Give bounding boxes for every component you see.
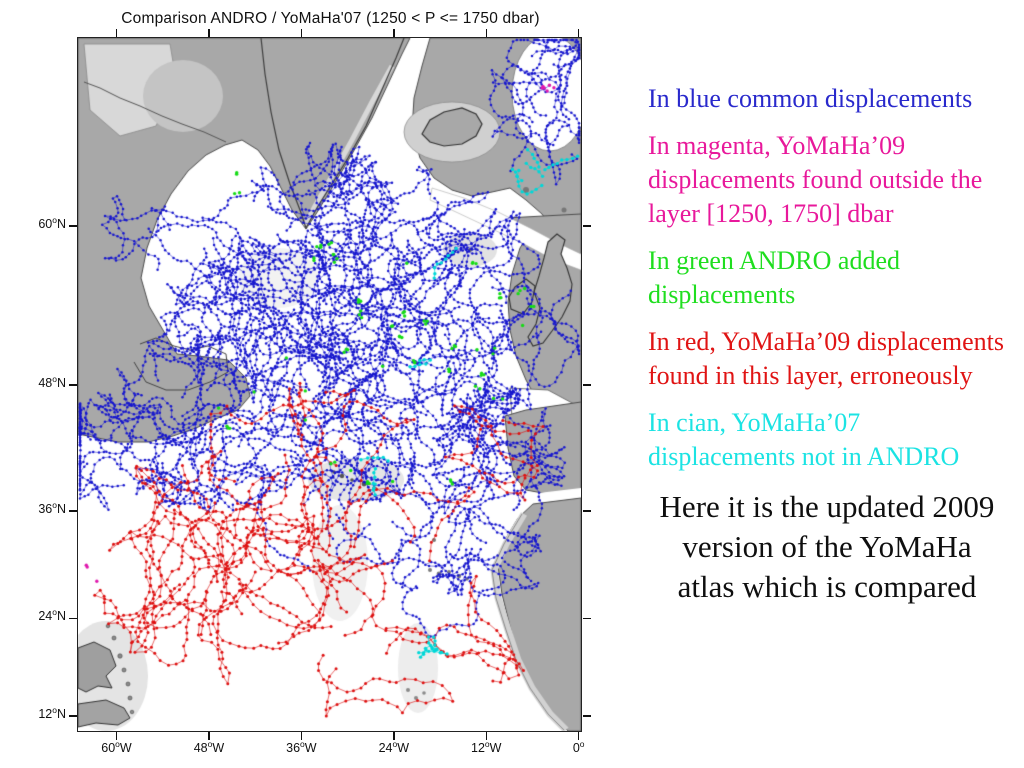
lon-tick-mark xyxy=(300,732,303,740)
lon-tick-mark xyxy=(393,732,395,740)
lat-tick-mark xyxy=(69,617,77,620)
lat-tick-mark xyxy=(583,384,591,386)
x-axis-tick-label: 60oW xyxy=(101,738,132,755)
figure-title: Comparison ANDRO / YoMaHa'07 (1250 < P <… xyxy=(121,10,540,27)
annotation-summary: Here it is the updated 2009 version of t… xyxy=(659,489,995,604)
lon-tick-mark xyxy=(115,732,118,740)
lon-tick-mark xyxy=(208,732,210,740)
lat-tick-mark xyxy=(69,510,77,512)
lat-tick-mark xyxy=(69,225,77,227)
lat-tick-mark xyxy=(583,617,591,620)
lon-tick-mark xyxy=(208,29,210,37)
lon-tick-mark xyxy=(115,29,118,37)
lat-tick-mark xyxy=(69,715,77,717)
x-axis-tick-label: 36oW xyxy=(286,738,317,755)
annotation-green: In green ANDRO added displacements xyxy=(648,246,900,309)
lon-tick-mark xyxy=(393,29,395,37)
x-axis-tick-label: 24oW xyxy=(378,738,410,755)
lon-tick-mark xyxy=(300,29,303,37)
annotation-cyan: In cian, YoMaHa’07 displacements not in … xyxy=(648,408,960,471)
annotation-blue: In blue common displacements xyxy=(648,84,973,113)
y-axis-tick-label: 60oN xyxy=(38,214,66,231)
lat-tick-mark xyxy=(583,225,591,227)
y-axis-tick-label: 48oN xyxy=(38,374,66,391)
lat-tick-mark xyxy=(69,384,77,386)
lat-tick-mark xyxy=(583,715,591,717)
x-axis-tick-label: 12oW xyxy=(471,738,502,755)
legend-notes: In blue common displacements In magenta,… xyxy=(648,82,1006,607)
lat-tick-mark xyxy=(583,510,591,512)
annotation-red: In red, YoMaHa’09 displacements found in… xyxy=(648,327,1004,390)
annotation-magenta: In magenta, YoMaHa’09 displacements foun… xyxy=(648,131,983,228)
lon-tick-mark xyxy=(577,29,580,37)
map-figure xyxy=(77,37,582,732)
north-atlantic-map-canvas xyxy=(78,38,581,731)
x-axis-tick-label: 0o xyxy=(572,738,585,755)
x-axis-tick-label: 48oW xyxy=(193,738,225,755)
y-axis-tick-label: 36oN xyxy=(38,499,66,516)
y-axis-tick-label: 24oN xyxy=(38,607,66,624)
lon-tick-mark xyxy=(577,732,580,740)
lon-tick-mark xyxy=(485,29,487,37)
y-axis-tick-label: 12oN xyxy=(38,705,66,722)
lon-tick-mark xyxy=(485,732,487,740)
